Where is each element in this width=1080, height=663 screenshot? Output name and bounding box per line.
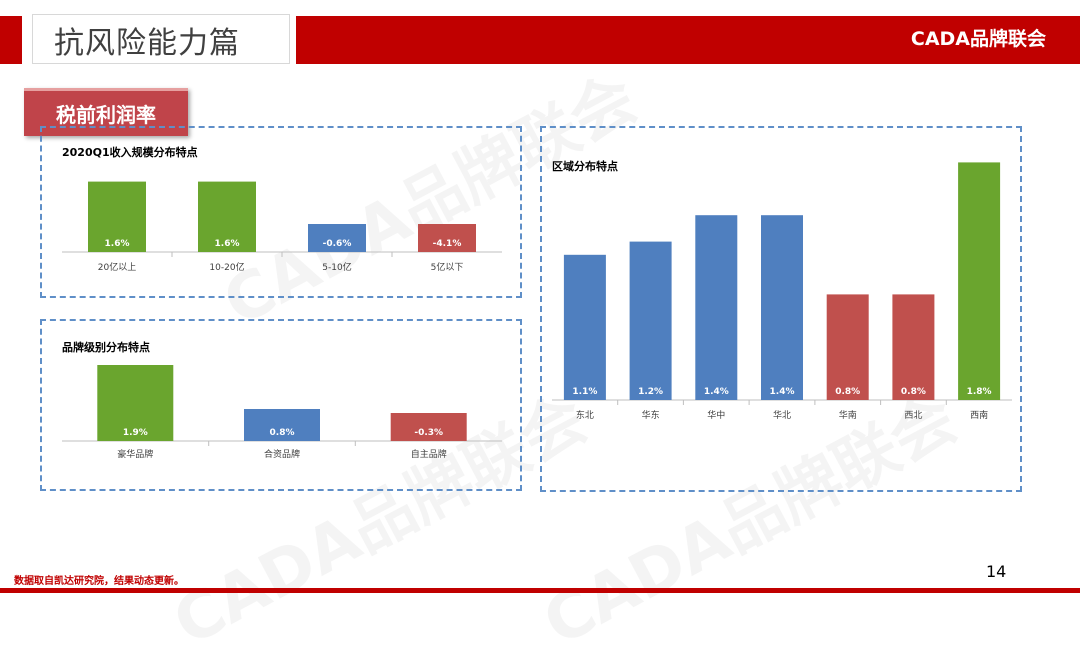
chart-title: 2020Q1收入规模分布特点 — [62, 146, 198, 159]
data-label: 1.9% — [123, 428, 148, 438]
bar — [892, 294, 935, 400]
category-label: 华北 — [773, 409, 791, 421]
chart-title: 品牌级别分布特点 — [62, 341, 150, 354]
bar — [958, 162, 1001, 400]
category-label: 自主品牌 — [411, 448, 447, 460]
data-label: -0.3% — [414, 428, 443, 438]
bar — [629, 241, 672, 400]
header-accent-bar — [0, 16, 22, 64]
bar — [88, 181, 146, 252]
data-label: 0.8% — [270, 428, 295, 438]
bar — [826, 294, 869, 400]
category-label: 20亿以上 — [98, 261, 136, 273]
bar — [390, 413, 467, 441]
category-label: 豪华品牌 — [117, 448, 153, 460]
category-label: 西北 — [904, 410, 922, 421]
bottom-rule — [0, 588, 1080, 593]
footnote: 数据取自凯达研究院，结果动态更新。 — [14, 576, 184, 587]
category-label: 华东 — [642, 409, 660, 421]
bar — [308, 224, 366, 252]
page-number: 14 — [986, 562, 1007, 581]
bar — [97, 365, 174, 441]
region-chart-panel: 区域分布特点 1.1% 东北 1.2% 华东 1.4% 华中 1.4% 华北 0.8% 华南 0.8… — [540, 126, 1022, 492]
page-title: 抗风险能力篇 — [54, 26, 240, 61]
brand-bar-chart: 1.9% 豪华品牌 0.8% 合资品牌 -0.3% 自主品牌 — [62, 365, 502, 460]
bar — [418, 224, 476, 252]
revenue-chart-panel: 2020Q1收入规模分布特点 1.6% 20亿以上 1.6% 10-20亿 -0.6% 5… — [40, 126, 522, 298]
data-label: 0.8% — [835, 387, 860, 397]
bar — [244, 409, 320, 441]
category-label: 合资品牌 — [264, 448, 300, 460]
bar — [198, 181, 256, 252]
category-label: 西南 — [970, 409, 988, 421]
section-tag: 税前利润率 — [24, 88, 188, 136]
region-bar-chart: 1.1% 东北 1.2% 华东 1.4% 华中 1.4% 华北 0.8% 华南 0.8% 西北 1.8%… — [552, 162, 1012, 421]
chart-title: 区域分布特点 — [552, 160, 618, 173]
bar — [761, 215, 803, 400]
category-label: 华南 — [839, 409, 857, 421]
data-label: 1.4% — [704, 387, 729, 397]
bar — [563, 254, 606, 400]
header-band — [296, 16, 1080, 64]
revenue-bar-chart: 1.6% 20亿以上 1.6% 10-20亿 -0.6% 5-10亿 -4.1% 5亿以下 — [62, 181, 502, 273]
category-label: 5-10亿 — [322, 261, 351, 273]
category-label: 10-20亿 — [209, 261, 244, 273]
data-label: 1.8% — [967, 387, 992, 397]
data-label: -4.1% — [433, 239, 462, 249]
brand-name: CADA品牌联会 — [910, 28, 1046, 50]
data-label: -0.6% — [323, 239, 352, 249]
category-label: 东北 — [576, 409, 594, 421]
data-label: 1.4% — [770, 387, 795, 397]
brand-chart-panel: 品牌级别分布特点 1.9% 豪华品牌 0.8% 合资品牌 -0.3% 自主品牌 — [40, 319, 522, 491]
data-label: 1.6% — [105, 239, 130, 249]
bar — [695, 215, 738, 400]
data-label: 0.8% — [901, 387, 926, 397]
title-box — [32, 14, 290, 64]
data-label: 1.1% — [572, 387, 597, 397]
category-label: 华中 — [707, 409, 725, 421]
category-label: 5亿以下 — [431, 261, 464, 273]
data-label: 1.2% — [638, 387, 663, 397]
data-label: 1.6% — [215, 239, 240, 249]
